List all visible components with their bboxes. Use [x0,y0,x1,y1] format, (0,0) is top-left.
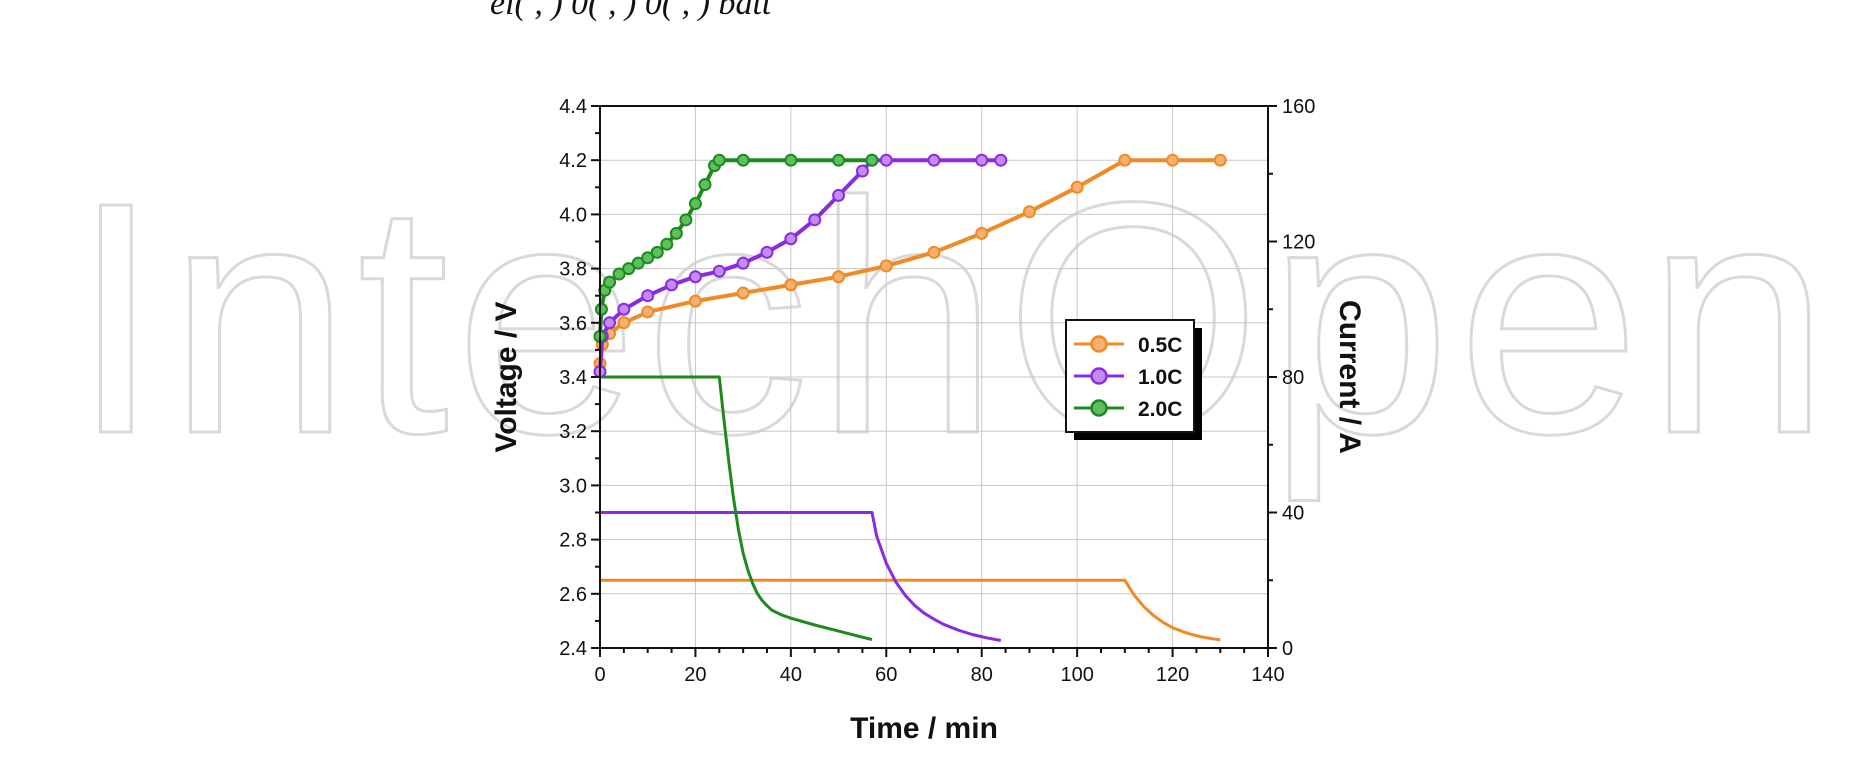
voltage-point [736,153,750,167]
voltage-point [865,153,879,167]
voltage-series-20c [593,153,879,343]
voltage-point [994,153,1008,167]
y-axis-title: Voltage / V [490,301,523,452]
y-right-tick-label: 0 [1282,638,1293,660]
y-tick-label: 3.0 [559,475,587,497]
y-tick-label: 4.0 [559,204,587,226]
y-tick-label: 4.2 [559,150,587,172]
voltage-point [1166,153,1180,167]
voltage-point [927,153,941,167]
voltage-point [784,278,798,292]
voltage-point [832,188,846,202]
legend-entry-10c: 1.0C [1074,366,1182,389]
voltage-point [612,267,626,281]
watermark-text: IntechOpen [70,133,1830,504]
voltage-point [665,278,679,292]
legend-entry-05c: 0.5C [1074,334,1182,357]
voltage-point [603,316,617,330]
voltage-point [641,305,655,319]
current-series-10c [600,511,1002,642]
voltage-point [688,270,702,284]
voltage-point [712,153,726,167]
voltage-point [641,289,655,303]
voltage-point [688,197,702,211]
voltage-point [603,275,617,289]
voltage-point [808,213,822,227]
legend-label: 1.0C [1138,366,1182,389]
axes-layer: 0 20 40 60 80 100 120 140 2.4 2.6 2.8 3.0 3.2 3.4 3.6 3… [490,96,1366,745]
header-formula-fragment: el( , ) 0( , ) 0( , ) batt [490,0,773,22]
voltage-point [669,226,683,240]
y-tick-label: 3.8 [559,259,587,281]
y-tick-label: 3.6 [559,313,587,335]
legend-label: 0.5C [1138,334,1182,357]
y-right-tick-label: 80 [1282,367,1304,389]
y-tick-label: 4.4 [559,96,587,118]
x-axis-title: Time / min [850,712,998,745]
voltage-point [855,164,869,178]
voltage-point [594,302,608,316]
voltage-point [688,294,702,308]
y-tick-label: 3.4 [559,367,587,389]
voltage-point [879,259,893,273]
x-tick-label: 120 [1156,664,1189,686]
x-tick-label: 140 [1251,664,1284,686]
voltage-point [641,251,655,265]
y-right-tick-label: 160 [1282,96,1315,118]
header-layer: el( , ) 0( , ) 0( , ) batt [490,0,773,22]
legend-label: 2.0C [1138,398,1182,421]
y-right-tick-label: 40 [1282,503,1304,525]
voltage-point [650,245,664,259]
y-tick-label: 3.2 [559,421,587,443]
voltage-point [1118,153,1132,167]
voltage-point [660,237,674,251]
y-right-axis-title: Current / A [1333,300,1366,454]
y-tick-label: 2.8 [559,530,587,552]
voltage-point [784,232,798,246]
current-series-20c [600,375,873,641]
y-tick-label: 2.4 [559,638,587,660]
voltage-point [679,213,693,227]
x-tick-label: 20 [684,664,706,686]
voltage-point [832,270,846,284]
voltage-point [1022,205,1036,219]
legend-swatch-marker [1090,335,1108,353]
y-right-tick-label: 120 [1282,232,1315,254]
voltage-point [1070,180,1084,194]
x-tick-label: 60 [875,664,897,686]
voltage-point [975,226,989,240]
y-tick-label: 2.6 [559,584,587,606]
voltage-point [736,256,750,270]
voltage-point [832,153,846,167]
voltage-point [631,256,645,270]
voltage-point [1213,153,1227,167]
current-series-layer [600,375,1221,642]
voltage-point [975,153,989,167]
voltage-point [927,245,941,259]
x-tick-label: 40 [780,664,802,686]
x-tick-label: 0 [594,664,605,686]
legend-swatch-marker [1090,399,1108,417]
legend-entry-20c: 2.0C [1074,398,1182,421]
voltage-point [760,245,774,259]
x-tick-label: 100 [1060,664,1093,686]
voltage-point [736,286,750,300]
voltage-point [712,264,726,278]
legend-swatch-marker [1090,367,1108,385]
voltage-point [879,153,893,167]
current-series-05c [600,578,1221,642]
x-tick-label: 80 [971,664,993,686]
voltage-point [698,178,712,192]
voltage-point [617,302,631,316]
voltage-series-layer [593,153,1227,379]
voltage-point [617,316,631,330]
legend: 0.5C 1.0C 2.0C [1065,319,1202,440]
voltage-point [784,153,798,167]
watermark-layer: IntechOpen [69,132,1832,506]
voltage-point [622,262,636,276]
